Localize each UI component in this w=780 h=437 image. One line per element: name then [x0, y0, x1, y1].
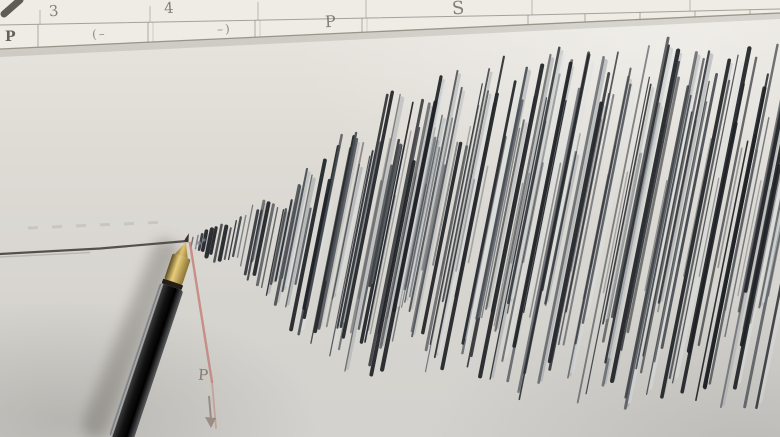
- earthquake-waveform: [190, 36, 780, 410]
- pen-tip-flecks: [194, 238, 206, 248]
- ruler-strip-paper: [0, 0, 780, 49]
- ruler-strip-shadow: [0, 13, 780, 57]
- ruler-cell-p-mark: P: [324, 11, 337, 32]
- corner-ink-mark: [0, 0, 24, 18]
- ruler-cell-close-bracket: –): [216, 21, 233, 37]
- ruler-cell-p-left: P: [5, 29, 16, 45]
- ruler-number-3: 3: [48, 1, 60, 21]
- down-arrow-annotation: [205, 395, 216, 428]
- baseline-trace: [0, 239, 189, 256]
- paper-smudges: [27, 220, 169, 230]
- ruler-bottom-line: [0, 12, 780, 50]
- red-annotation-line: [188, 241, 217, 429]
- ruler-cell-open-bracket: (–: [91, 26, 108, 42]
- ruler-s-wave-mark: S: [451, 0, 466, 20]
- ruler-strip: [0, 0, 780, 57]
- pen-point-icon: [184, 233, 192, 243]
- ruler-number-4: 4: [163, 0, 175, 18]
- ruler-top-ticks: [39, 0, 691, 25]
- ruler-cell-dividers: [37, 9, 751, 48]
- ruler-mid-line: [0, 8, 780, 26]
- baseline-trace-echo: [0, 251, 91, 258]
- p-wave-annotation-label: P: [197, 365, 209, 385]
